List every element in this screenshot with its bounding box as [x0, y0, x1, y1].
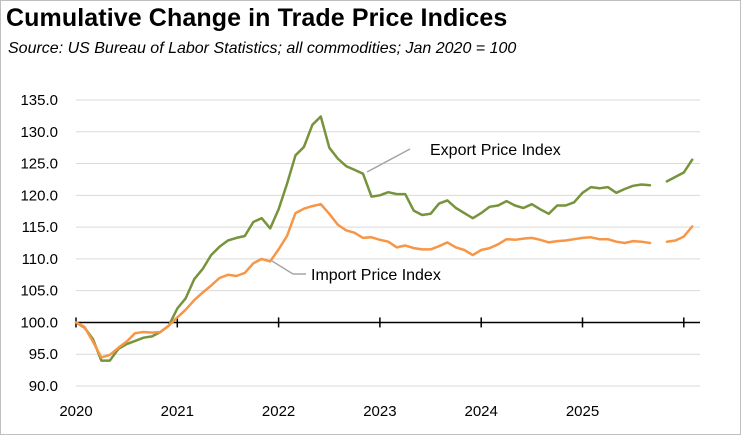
y-tick-label: 125.0 [20, 156, 58, 173]
export-price-index-line [74, 115, 694, 362]
x-tick-label: 2022 [262, 403, 295, 420]
x-tick-label: 2021 [161, 403, 194, 420]
import-annotation-leader [271, 260, 294, 275]
y-tick-label: 120.0 [20, 187, 58, 204]
series-lines [74, 115, 694, 362]
x-tick-label: 2020 [59, 403, 92, 420]
import-price-index-line [74, 202, 694, 359]
y-tick-label: 90.0 [29, 378, 58, 395]
import-annotation-label: Import Price Index [311, 267, 441, 284]
export-annotation-leader [366, 148, 411, 173]
y-tick-label: 135.0 [20, 92, 58, 109]
y-tick-label: 115.0 [22, 219, 58, 236]
y-tick-label: 105.0 [20, 283, 58, 300]
gridlines [76, 99, 700, 387]
y-tick-label: 100.0 [20, 314, 58, 331]
x-tick-label: 2023 [363, 403, 396, 420]
y-tick-label: 130.0 [20, 124, 58, 141]
x-tick-label: 2025 [566, 403, 599, 420]
series-annotations: Export Price Index Import Price Index [271, 142, 561, 284]
chart-title: Cumulative Change in Trade Price Indices [6, 4, 508, 32]
x-axis-tick-labels: 2020 2021 2022 2023 2024 2025 [59, 403, 599, 420]
y-tick-label: 95.0 [29, 346, 58, 363]
export-annotation-label: Export Price Index [430, 142, 561, 159]
chart-subtitle: Source: US Bureau of Labor Statistics; a… [8, 40, 517, 57]
x-tick-label: 2024 [465, 403, 498, 420]
y-axis-tick-labels: 90.0 95.0 100.0 105.0 110.0 115.0 120.0 125.0 13… [20, 92, 58, 395]
y-tick-label: 110.0 [22, 251, 58, 268]
